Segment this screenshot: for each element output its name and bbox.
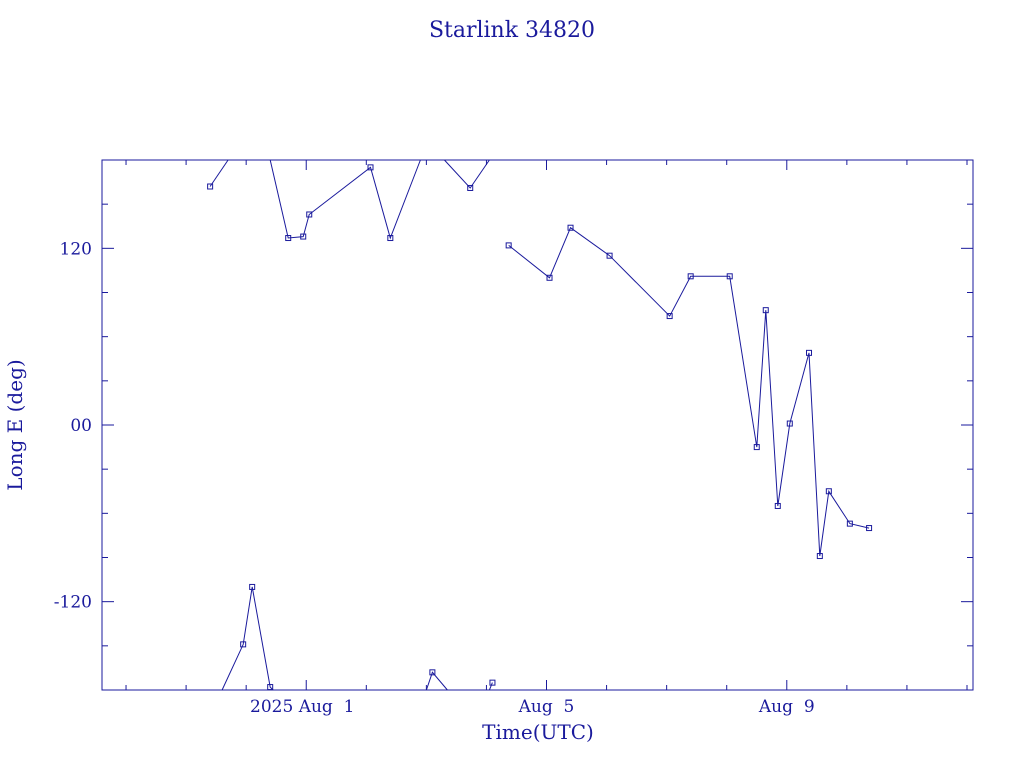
data-point-marker — [240, 641, 247, 648]
data-point-marker — [666, 313, 673, 320]
data-point-marker — [726, 273, 733, 280]
series-lines — [209, 159, 870, 691]
data-point-marker — [687, 273, 694, 280]
data-point-marker — [806, 349, 813, 356]
x-tick-labels: 2025 Aug 1 Aug 5 Aug 9 — [250, 697, 815, 717]
chart-title: Starlink 34820 — [429, 18, 595, 43]
series-line-segment — [221, 586, 274, 691]
data-point-marker — [367, 164, 374, 171]
data-point-marker — [306, 211, 313, 218]
data-point-marker — [249, 583, 256, 590]
x-tick-label: 2025 Aug 1 — [250, 697, 354, 717]
series-markers — [207, 164, 873, 691]
x-tick-label: Aug 5 — [518, 697, 575, 717]
data-point-marker — [300, 233, 307, 240]
y-tick-label: -120 — [54, 593, 92, 613]
series-line-segment — [488, 682, 493, 691]
data-point-marker — [786, 420, 793, 427]
data-point-marker — [387, 235, 394, 242]
data-point-marker — [846, 520, 853, 527]
data-point-marker — [546, 274, 553, 281]
data-point-marker — [207, 183, 214, 190]
series-line-segment — [444, 159, 490, 189]
data-point-marker — [505, 242, 512, 249]
y-tick-label: 120 — [60, 239, 92, 259]
data-point-marker — [774, 502, 781, 509]
data-point-marker — [816, 553, 823, 560]
data-point-marker — [753, 444, 760, 451]
data-point-marker — [567, 224, 574, 231]
series-line-segment — [425, 671, 448, 691]
axis-ticks — [102, 160, 973, 690]
y-tick-label: 00 — [70, 416, 92, 436]
y-axis-label: Long E (deg) — [3, 359, 27, 490]
plot-frame — [101, 159, 974, 691]
data-point-marker — [429, 669, 436, 676]
data-point-marker — [489, 679, 496, 686]
data-point-marker — [825, 488, 832, 495]
data-point-marker — [762, 307, 769, 314]
x-tick-label: Aug 9 — [758, 697, 815, 717]
series-line-segment — [508, 226, 870, 557]
series-line-segment — [209, 159, 229, 187]
data-point-marker — [467, 184, 474, 191]
x-axis-label: Time(UTC) — [482, 720, 594, 744]
data-point-marker — [606, 252, 613, 259]
y-tick-labels: -120 00 120 — [54, 239, 92, 612]
data-point-marker — [866, 525, 873, 532]
data-point-marker — [285, 235, 292, 242]
data-point-marker — [267, 684, 274, 691]
series-line-segment — [269, 159, 421, 240]
